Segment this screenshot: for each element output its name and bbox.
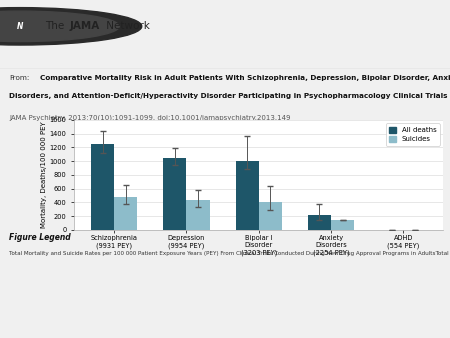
Text: Figure Legend: Figure Legend — [9, 233, 71, 242]
Text: Network: Network — [103, 21, 149, 31]
Text: The: The — [45, 21, 68, 31]
Bar — [308, 215, 331, 230]
Bar — [259, 202, 282, 230]
Circle shape — [0, 8, 142, 45]
Text: From:: From: — [9, 75, 29, 81]
Bar — [163, 158, 186, 230]
Circle shape — [0, 11, 119, 42]
Bar — [91, 144, 114, 230]
Bar — [236, 161, 259, 230]
Text: Disorders, and Attention-Deficit/Hyperactivity Disorder Participating in Psychop: Disorders, and Attention-Deficit/Hyperac… — [9, 93, 447, 99]
Text: Total Mortality and Suicide Rates per 100 000 Patient Exposure Years (PEY) From : Total Mortality and Suicide Rates per 10… — [9, 251, 450, 257]
Text: N: N — [17, 22, 23, 31]
Y-axis label: Mortality, Deaths/100 000 PEY: Mortality, Deaths/100 000 PEY — [41, 122, 47, 228]
Text: Comparative Mortality Risk in Adult Patients With Schizophrenia, Depression, Bip: Comparative Mortality Risk in Adult Pati… — [40, 75, 450, 81]
Bar — [186, 200, 210, 230]
Legend: All deaths, Suicides: All deaths, Suicides — [386, 123, 440, 146]
Bar — [331, 220, 354, 230]
Text: JAMA: JAMA — [70, 21, 100, 31]
Text: JAMA Psychiatry. 2013;70(10):1091-1099. doi:10.1001/jamapsychiatry.2013.149: JAMA Psychiatry. 2013;70(10):1091-1099. … — [9, 115, 291, 121]
Bar — [114, 197, 137, 230]
